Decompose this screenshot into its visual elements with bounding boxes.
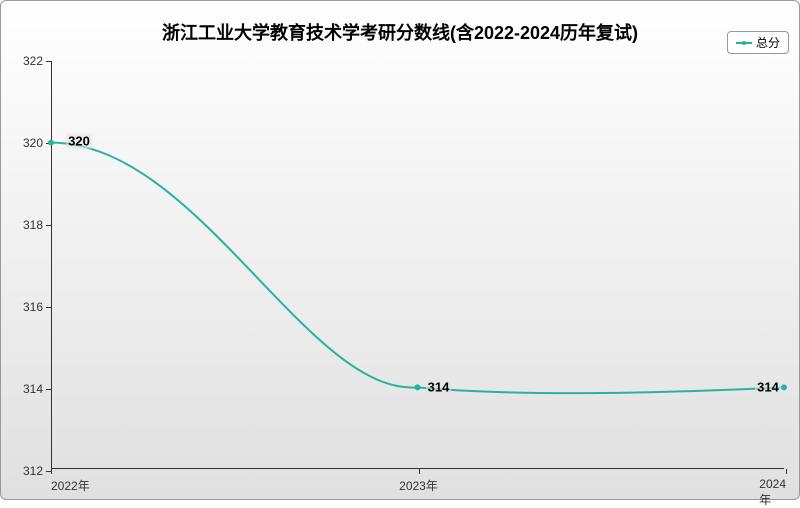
y-tick-label: 314 — [23, 382, 43, 396]
legend-label: 总分 — [756, 34, 780, 51]
plot-area: 320 314 314 — [51, 61, 784, 469]
y-tick-label: 318 — [23, 218, 43, 232]
series-line — [51, 143, 784, 394]
legend-line-icon — [736, 42, 752, 44]
data-point — [48, 140, 54, 146]
y-tick-label: 322 — [23, 54, 43, 68]
data-label: 314 — [755, 380, 781, 395]
legend: 总分 — [727, 31, 789, 54]
chart-title: 浙江工业大学教育技术学考研分数线(含2022-2024历年复试) — [1, 19, 799, 45]
x-tick-label: 2024年 — [759, 477, 786, 508]
chart-container: 浙江工业大学教育技术学考研分数线(含2022-2024历年复试) 总分 312 3… — [0, 0, 800, 500]
line-series — [51, 61, 784, 469]
y-tick-label: 312 — [23, 464, 43, 478]
x-tick-mark — [786, 469, 787, 474]
x-tick-label: 2023年 — [399, 477, 438, 494]
data-label: 314 — [426, 380, 452, 395]
y-axis: 312314316318320322 — [1, 61, 51, 469]
y-tick-label: 320 — [23, 136, 43, 150]
legend-dot-icon — [742, 41, 746, 45]
x-axis: 2022年2023年2024年 — [51, 469, 784, 499]
data-point — [415, 384, 421, 390]
x-tick-label: 2022年 — [51, 477, 90, 494]
data-point — [781, 384, 787, 390]
x-tick-mark — [419, 469, 420, 474]
data-label: 320 — [66, 134, 92, 149]
x-tick-mark — [51, 469, 52, 474]
y-tick-label: 316 — [23, 300, 43, 314]
